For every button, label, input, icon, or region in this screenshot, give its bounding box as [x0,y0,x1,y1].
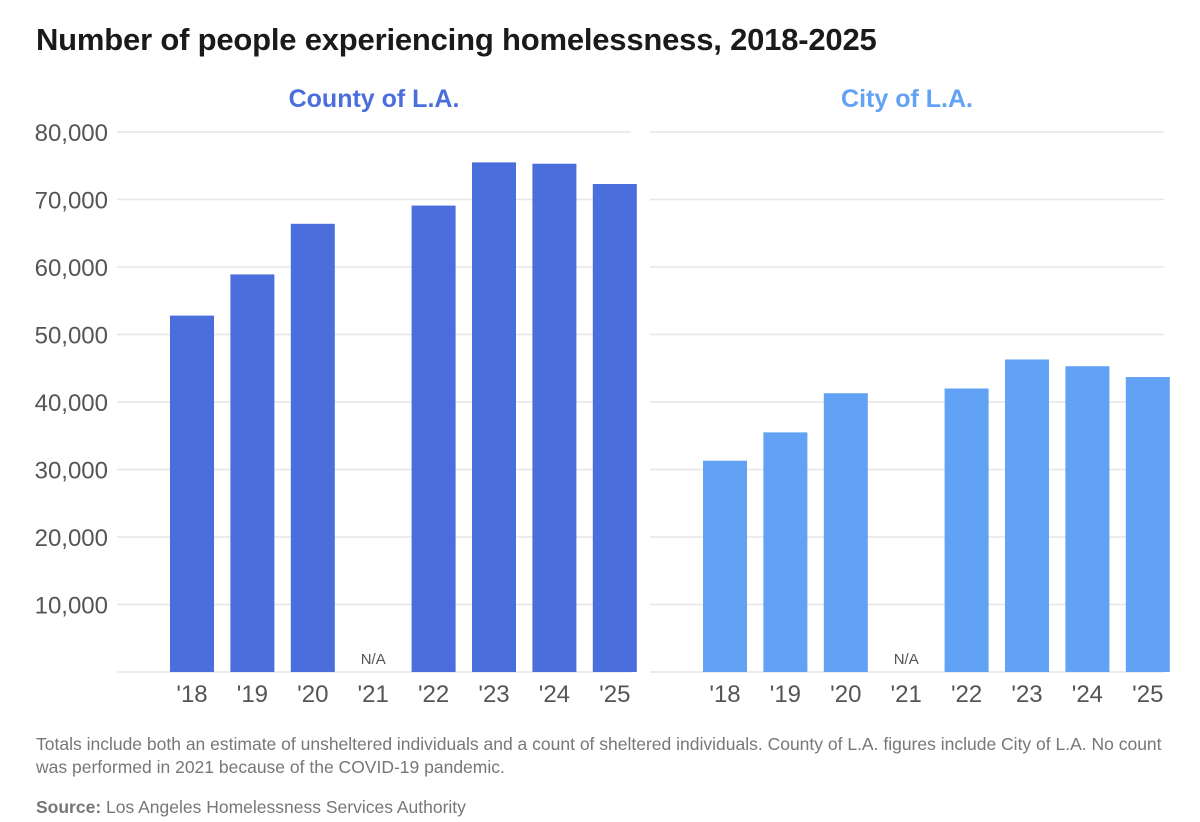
source-text: Los Angeles Homelessness Services Author… [101,797,466,817]
x-tick-label-city: '22 [951,681,982,708]
x-tick-label-county: '23 [478,681,509,708]
bar-county-25 [592,183,637,672]
y-tick-label: 20,000 [35,525,108,552]
x-tick-label-city: '24 [1072,681,1103,708]
x-tick-label-county: '24 [539,681,570,708]
y-tick-label: 70,000 [35,188,108,215]
chart-title: Number of people experiencing homelessne… [36,22,877,57]
bar-city-22 [944,388,989,672]
x-tick-label-county: '20 [297,681,328,708]
x-tick-label-county: '21 [358,681,389,708]
chart-note: Totals include both an estimate of unshe… [36,734,1162,777]
x-tick-label-city: '25 [1132,681,1163,708]
source-label: Source: [36,797,102,817]
x-tick-label-city: '21 [891,681,922,708]
y-tick-label: 10,000 [35,593,108,620]
source-line: Source: Los Angeles Homelessness Service… [36,797,466,818]
x-tick-label-county: '18 [176,681,207,708]
bar-city-25 [1125,377,1170,672]
y-tick-label: 50,000 [35,323,108,350]
x-tick-label-county: '19 [237,681,268,708]
bar-city-24 [1065,366,1110,672]
bar-county-20 [290,223,335,673]
x-tick-label-city: '23 [1011,681,1042,708]
panel-title-city: City of L.A. [841,85,973,113]
y-tick-label: 80,000 [35,120,108,147]
x-tick-label-county: '22 [418,681,449,708]
bar-county-18 [170,315,214,672]
bar-city-20 [823,393,868,672]
bar-city-23 [1005,359,1049,672]
y-tick-label: 60,000 [35,255,108,282]
x-tick-label-city: '20 [830,681,861,708]
panel-title-county: County of L.A. [289,85,460,113]
y-tick-label: 30,000 [35,458,108,485]
bar-county-22 [411,205,456,672]
na-label-city: N/A [894,651,919,668]
x-tick-label-city: '18 [709,681,740,708]
bar-city-18 [703,460,747,672]
bar-city-19 [763,432,808,672]
x-tick-label-county: '25 [599,681,630,708]
x-tick-label-city: '19 [770,681,801,708]
na-label-county: N/A [361,651,386,668]
bar-county-24 [532,163,577,672]
bar-county-19 [230,274,275,672]
y-tick-label: 40,000 [35,390,108,417]
bar-county-23 [472,162,516,672]
